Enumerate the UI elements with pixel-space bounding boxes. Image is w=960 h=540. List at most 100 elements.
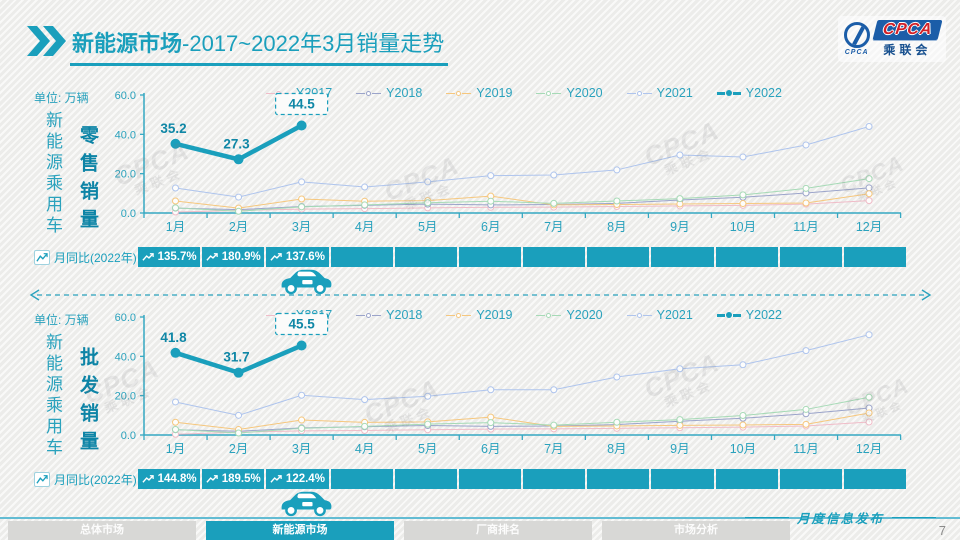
x-tick-11月: 11月 xyxy=(793,442,818,456)
legend-item-Y2019: Y2019 xyxy=(446,308,512,322)
car-icon xyxy=(278,487,334,517)
yoy-cell-12月 xyxy=(843,469,907,489)
yoy-cell-4月 xyxy=(330,469,393,489)
svg-text:60.0: 60.0 xyxy=(115,90,136,102)
car-icon xyxy=(278,265,334,295)
x-tick-2月: 2月 xyxy=(229,220,248,234)
legend-item-Y2020: Y2020 xyxy=(536,86,603,100)
retail-chart-section: 单位: 万辆 新能源乘用车 零售销量 Y2017Y2018Y2019Y2020Y… xyxy=(28,85,940,301)
yoy-row: 月同比(2022年) 135.7% 180.9% 137.6% xyxy=(34,247,907,267)
unit-label: 单位: 万辆 xyxy=(34,313,89,327)
legend-item-Y2021: Y2021 xyxy=(626,86,693,100)
trend-chart-icon xyxy=(34,249,50,265)
x-tick-3月: 3月 xyxy=(292,442,311,456)
series-line-Y2017 xyxy=(175,421,870,435)
x-tick-6月: 6月 xyxy=(481,220,500,234)
x-tick-2月: 2月 xyxy=(229,442,248,456)
retail-chart-canvas: 0.0 20.0 40.0 60.0 1月 2月 3月 4月 5月 6月 7月 8月 9月 10月 11月 1… xyxy=(115,90,902,234)
x-tick-7月: 7月 xyxy=(544,220,563,234)
x-tick-7月: 7月 xyxy=(544,442,563,456)
wholesale-chart-canvas: 0.0 20.0 40.0 60.0 1月 2月 3月 4月 5月 6月 7月 8月 9月 10月 11月 1… xyxy=(115,312,902,456)
yoy-cell-12月 xyxy=(843,247,907,267)
x-tick-9月: 9月 xyxy=(670,220,689,234)
yoy-cell-1月: 135.7% xyxy=(138,247,201,267)
section-divider-arrow xyxy=(29,289,932,301)
yoy-cell-11月 xyxy=(779,469,842,489)
legend-item-Y2022: Y2022 xyxy=(716,308,782,322)
x-tick-3月: 3月 xyxy=(292,220,311,234)
x-tick-4月: 4月 xyxy=(355,220,374,234)
publish-label: 月度信息发布 xyxy=(744,508,936,527)
yoy-cell-8月 xyxy=(587,247,650,267)
yoy-cell-7月 xyxy=(523,469,586,489)
tab-新能源市场[interactable]: 新能源市场 xyxy=(206,521,394,540)
yoy-cells: 144.8% 189.5% 122.4% xyxy=(138,469,907,489)
x-tick-6月: 6月 xyxy=(481,442,500,456)
cpca-logo-emblem-icon: CPCA xyxy=(843,22,870,56)
series-line-Y2021 xyxy=(175,334,870,416)
yoy-cell-7月 xyxy=(523,247,586,267)
data-label: 27.3 xyxy=(223,136,250,151)
x-tick-9月: 9月 xyxy=(670,442,689,456)
legend-item-Y2020: Y2020 xyxy=(536,308,603,322)
data-label: 41.8 xyxy=(160,330,187,345)
page-title-bold: 新能源市场 xyxy=(72,31,183,56)
logo-badge: CPCA xyxy=(844,49,869,56)
page-number: 7 xyxy=(938,523,946,538)
page-title-rest: -2017~2022年3月销量走势 xyxy=(182,31,445,56)
svg-text:60.0: 60.0 xyxy=(115,312,136,324)
series-line-Y2019 xyxy=(175,193,870,209)
yoy-cell-2月: 189.5% xyxy=(202,469,265,489)
tab-总体市场[interactable]: 总体市场 xyxy=(8,521,196,540)
svg-text:40.0: 40.0 xyxy=(115,129,136,141)
yoy-cell-2月: 180.9% xyxy=(202,247,265,267)
yoy-cell-5月 xyxy=(394,469,457,489)
metric-label-wholesale: 批发销量 xyxy=(77,347,98,459)
yoy-cell-5月 xyxy=(394,247,457,267)
series-line-Y2018 xyxy=(175,187,870,211)
legend-item-Y2018: Y2018 xyxy=(356,308,422,322)
legend-item-Y2018: Y2018 xyxy=(356,86,422,100)
yoy-label-text: 月同比(2022年) xyxy=(54,250,137,265)
publish-label-text: 月度信息发布 xyxy=(796,511,884,526)
yoy-cell-11月 xyxy=(779,247,842,267)
yoy-cell-4月 xyxy=(330,247,393,267)
svg-text:40.0: 40.0 xyxy=(115,351,136,363)
legend-item-Y2022: Y2022 xyxy=(716,86,782,100)
double-chevron-icon xyxy=(27,26,66,56)
x-tick-5月: 5月 xyxy=(418,442,437,456)
yoy-cell-9月 xyxy=(651,469,714,489)
x-tick-4月: 4月 xyxy=(355,442,374,456)
logo-abbr-plate: CPCA xyxy=(872,20,943,40)
yoy-cell-10月 xyxy=(715,247,778,267)
yoy-label-text: 月同比(2022年) xyxy=(54,472,137,487)
svg-text:0.0: 0.0 xyxy=(121,430,136,442)
yoy-label: 月同比(2022年) xyxy=(34,249,138,266)
x-tick-1月: 1月 xyxy=(166,442,185,456)
svg-text:0.0: 0.0 xyxy=(121,208,136,220)
slide-header: 新能源市场-2017~2022年3月销量走势 xyxy=(26,26,449,66)
yoy-cell-8月 xyxy=(587,469,650,489)
cpca-logo: CPCA CPCA 乘联会 xyxy=(837,16,946,62)
data-label-boxed: 45.5 xyxy=(288,317,315,332)
page-title: 新能源市场-2017~2022年3月销量走势 xyxy=(70,26,449,66)
x-tick-1月: 1月 xyxy=(166,220,185,234)
series-line-Y2020 xyxy=(175,178,870,212)
unit-label: 单位: 万辆 xyxy=(34,91,89,105)
yoy-cell-9月 xyxy=(651,247,714,267)
metric-label-retail: 零售销量 xyxy=(77,125,98,237)
bottom-nav-tabs: 总体市场 新能源市场 厂商排名 市场分析 xyxy=(8,521,790,540)
yoy-row: 月同比(2022年) 144.8% 189.5% 122.4% xyxy=(34,469,907,489)
tab-厂商排名[interactable]: 厂商排名 xyxy=(404,521,592,540)
series-line-Y2018 xyxy=(175,407,870,432)
legend-item-Y2021: Y2021 xyxy=(626,308,693,322)
wholesale-chart-section: 单位: 万辆 新能源乘用车 批发销量 Y2017Y2018Y2019Y2020Y… xyxy=(28,307,940,523)
yoy-cell-10月 xyxy=(715,469,778,489)
data-label: 35.2 xyxy=(160,121,186,136)
tab-市场分析[interactable]: 市场分析 xyxy=(602,521,790,540)
footer-divider-line xyxy=(0,517,960,519)
series-line-Y2017 xyxy=(175,200,870,213)
x-tick-5月: 5月 xyxy=(418,220,437,234)
series-line-Y2020 xyxy=(175,396,870,434)
x-tick-10月: 10月 xyxy=(730,220,756,234)
